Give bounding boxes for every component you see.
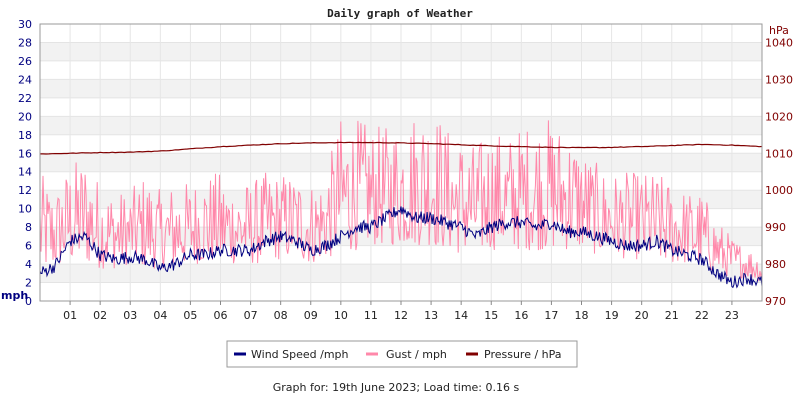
right-tick-label: 1010 xyxy=(765,147,793,160)
x-tick-label: 10 xyxy=(334,309,348,322)
x-tick-label: 12 xyxy=(394,309,408,322)
left-tick-label: 6 xyxy=(25,240,32,253)
right-axis-label: hPa xyxy=(769,24,789,37)
left-tick-label: 22 xyxy=(18,92,32,105)
x-tick-label: 21 xyxy=(665,309,679,322)
x-tick-label: 17 xyxy=(544,309,558,322)
right-tick-label: 970 xyxy=(765,295,786,308)
x-tick-label: 02 xyxy=(93,309,107,322)
left-tick-label: 4 xyxy=(25,258,32,271)
legend-box xyxy=(226,340,578,368)
x-tick-label: 09 xyxy=(304,309,318,322)
legend-label-pressure: Pressure / hPa xyxy=(484,348,562,361)
left-tick-label: 2 xyxy=(25,277,32,290)
legend-label-wind: Wind Speed /mph xyxy=(251,348,349,361)
x-tick-label: 16 xyxy=(514,309,528,322)
right-tick-label: 990 xyxy=(765,221,786,234)
right-tick-label: 1000 xyxy=(765,184,793,197)
x-tick-label: 19 xyxy=(605,309,619,322)
left-tick-label: 18 xyxy=(18,129,32,142)
right-tick-label: 1030 xyxy=(765,73,793,86)
gust-line xyxy=(39,120,763,282)
left-tick-label: 8 xyxy=(25,221,32,234)
left-tick-label: 14 xyxy=(18,166,32,179)
legend-label-gust: Gust / mph xyxy=(386,348,447,361)
x-tick-label: 11 xyxy=(364,309,378,322)
footer-text: Graph for: 19th June 2023; Load time: 0.… xyxy=(273,381,520,394)
left-tick-label: 26 xyxy=(18,55,32,68)
x-tick-label: 07 xyxy=(244,309,258,322)
x-tick-label: 01 xyxy=(63,309,77,322)
x-tick-label: 15 xyxy=(484,309,498,322)
left-tick-label: 24 xyxy=(18,73,32,86)
chart-title: Daily graph of Weather xyxy=(327,7,473,20)
x-tick-label: 03 xyxy=(123,309,137,322)
right-tick-label: 1020 xyxy=(765,110,793,123)
left-tick-label: 20 xyxy=(18,110,32,123)
left-tick-label: 10 xyxy=(18,203,32,216)
right-tick-label: 1040 xyxy=(765,36,793,49)
x-tick-label: 08 xyxy=(274,309,288,322)
x-tick-label: 18 xyxy=(575,309,589,322)
left-tick-label: 30 xyxy=(18,18,32,31)
x-tick-label: 05 xyxy=(183,309,197,322)
x-tick-label: 14 xyxy=(454,309,468,322)
x-tick-label: 13 xyxy=(424,309,438,322)
pressure-line xyxy=(40,141,763,155)
left-axis-label: mph xyxy=(1,289,28,302)
left-tick-label: 12 xyxy=(18,184,32,197)
legend: Wind Speed /mph Gust / mph Pressure / hP… xyxy=(226,340,578,368)
x-tick-label: 23 xyxy=(725,309,739,322)
left-tick-label: 0 xyxy=(25,295,32,308)
left-tick-label: 16 xyxy=(18,147,32,160)
left-tick-label: 28 xyxy=(18,36,32,49)
x-tick-label: 20 xyxy=(635,309,649,322)
x-tick-label: 06 xyxy=(214,309,228,322)
right-tick-label: 980 xyxy=(765,258,786,271)
wind-speed-line xyxy=(39,206,763,289)
x-tick-label: 22 xyxy=(695,309,709,322)
x-tick-label: 04 xyxy=(153,309,167,322)
